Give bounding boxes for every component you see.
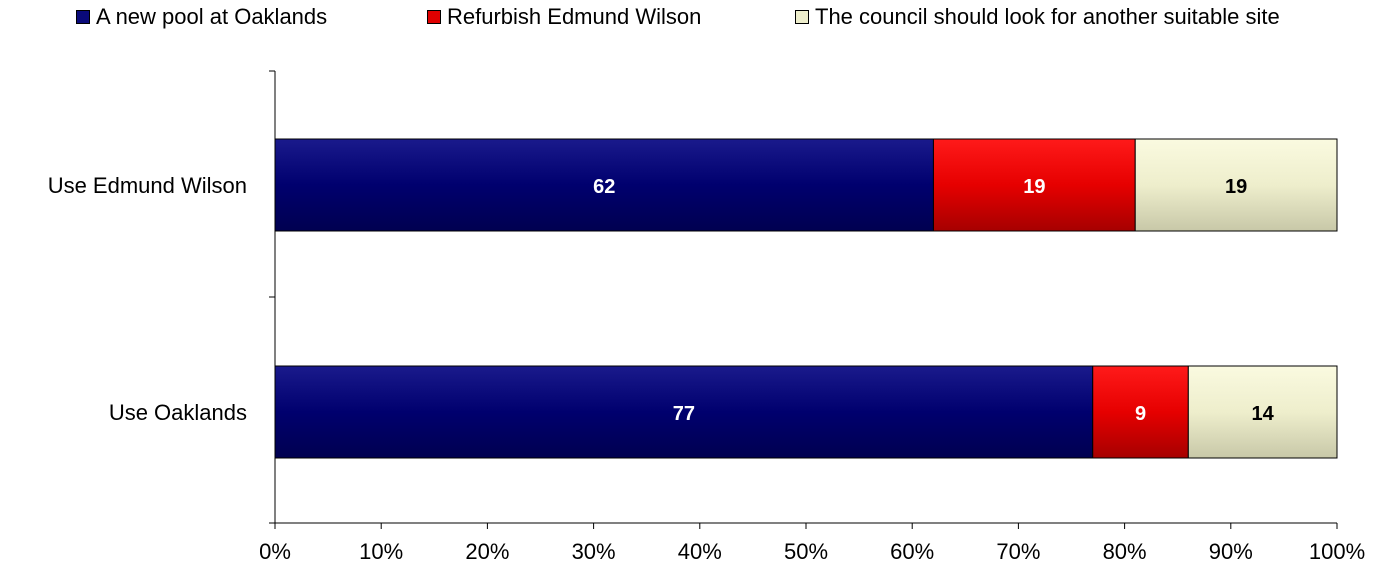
x-tick-label: 30% <box>572 539 616 564</box>
data-label: 9 <box>1135 403 1146 425</box>
x-tick-label: 80% <box>1103 539 1147 564</box>
x-tick-label: 60% <box>890 539 934 564</box>
x-tick-label: 50% <box>784 539 828 564</box>
y-category-label: Use Edmund Wilson <box>48 173 247 198</box>
data-label: 14 <box>1252 403 1275 425</box>
data-label: 62 <box>593 176 615 198</box>
x-tick-label: 100% <box>1309 539 1365 564</box>
data-label: 19 <box>1023 176 1045 198</box>
x-tick-label: 0% <box>259 539 291 564</box>
y-category-label: Use Oaklands <box>109 400 247 425</box>
x-tick-label: 20% <box>465 539 509 564</box>
x-tick-label: 70% <box>996 539 1040 564</box>
data-label: 77 <box>673 403 695 425</box>
data-label: 19 <box>1225 176 1247 198</box>
x-tick-label: 40% <box>678 539 722 564</box>
bars-group <box>275 139 1337 458</box>
x-tick-label: 90% <box>1209 539 1253 564</box>
x-tick-label: 10% <box>359 539 403 564</box>
